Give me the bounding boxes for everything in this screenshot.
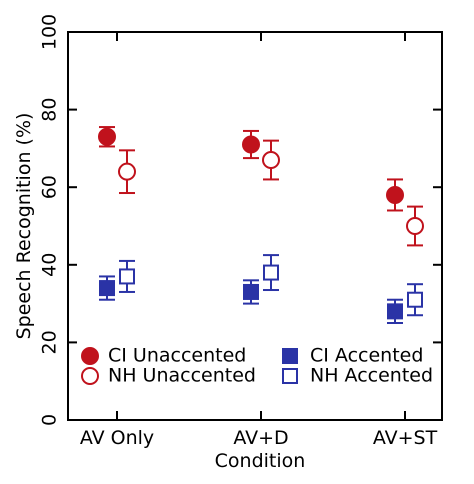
y-axis: 0 20 40 60 80 100	[39, 14, 442, 426]
x-axis-label: Condition	[215, 450, 306, 472]
legend-entry-nh-unaccented: NH Unaccented	[81, 365, 256, 387]
legend-marker-nh-unaccented	[81, 367, 99, 385]
legend-entry-nh-accented: NH Accented	[282, 365, 433, 387]
marker-ci-unaccented	[242, 135, 260, 154]
x-tick-label: AV+ST	[373, 427, 438, 449]
legend-marker-ci-unaccented	[81, 347, 99, 365]
point-nh-unaccented	[262, 139, 280, 181]
marker-ci-unaccented	[386, 185, 404, 204]
plot-frame	[67, 31, 443, 421]
legend-label-ci-accented: CI Accented	[310, 345, 423, 367]
point-nh-accented	[119, 259, 135, 293]
y-tick-label: 60	[39, 175, 61, 199]
x-tick-label: AV Only	[80, 427, 154, 449]
legend-label-ci-unaccented: CI Unaccented	[108, 345, 246, 367]
legend-entry-ci-unaccented: CI Unaccented	[81, 345, 246, 367]
point-nh-accented	[263, 254, 279, 292]
legend-label-nh-accented: NH Accented	[310, 365, 433, 387]
y-tick-label: 100	[39, 14, 61, 50]
point-ci-accented	[243, 279, 259, 305]
point-ci-unaccented	[386, 178, 404, 212]
legend-marker-ci-accented	[282, 348, 298, 364]
y-tick-label: 0	[39, 414, 61, 426]
marker-ci-accented	[387, 303, 403, 320]
marker-nh-unaccented	[406, 217, 424, 235]
marker-nh-accented	[119, 268, 135, 285]
legend-entry-ci-accented: CI Accented	[282, 345, 423, 367]
point-ci-unaccented	[98, 126, 116, 148]
y-axis-label: Speech Recognition (%)	[13, 113, 35, 340]
marker-nh-unaccented	[118, 162, 136, 181]
y-tick-label: 80	[39, 98, 61, 122]
point-ci-accented	[387, 298, 403, 324]
marker-ci-accented	[99, 280, 115, 297]
x-axis: AV Only AV+D AV+ST	[80, 32, 438, 449]
legend-marker-nh-accented	[282, 368, 298, 384]
point-ci-unaccented	[242, 129, 260, 160]
marker-nh-unaccented	[262, 151, 280, 170]
marker-nh-accented	[263, 264, 279, 281]
marker-ci-accented	[243, 283, 259, 300]
point-nh-unaccented	[118, 149, 136, 195]
data-marks	[98, 126, 424, 324]
legend-label-nh-unaccented: NH Unaccented	[108, 365, 256, 387]
point-nh-accented	[407, 283, 423, 317]
y-tick-label: 40	[39, 253, 61, 277]
marker-ci-unaccented	[98, 127, 116, 146]
point-ci-accented	[99, 275, 115, 301]
y-tick-label: 20	[39, 330, 61, 354]
point-nh-unaccented	[406, 205, 424, 247]
marker-nh-accented	[407, 291, 423, 308]
x-tick-label: AV+D	[233, 427, 288, 449]
